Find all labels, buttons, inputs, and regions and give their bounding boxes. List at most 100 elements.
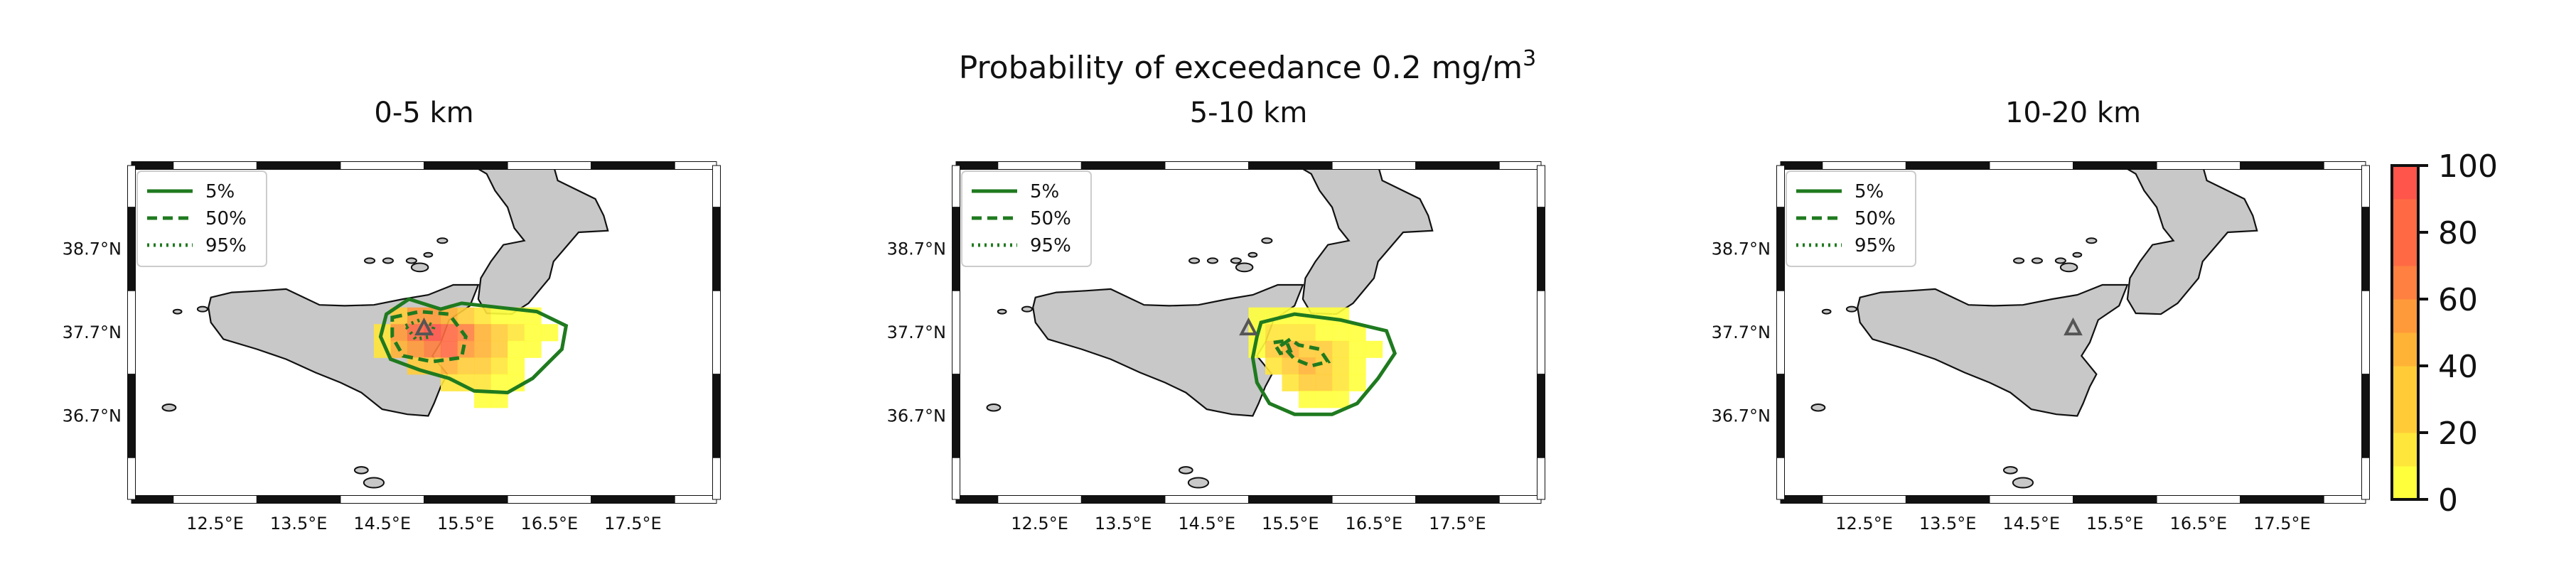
frame-segment <box>127 165 136 208</box>
heatmap-cell <box>1299 391 1316 408</box>
heatmap-cell <box>1282 357 1299 375</box>
legend-label: 50% <box>1855 208 1896 229</box>
frame-segment <box>1822 161 1906 170</box>
heatmap-cell <box>1265 324 1283 342</box>
lon-tick-label: 15.5°E <box>2086 514 2144 534</box>
heatmap-cell <box>1282 374 1299 391</box>
frame-segment <box>1780 161 1823 170</box>
colorbar-step <box>2392 166 2418 200</box>
frame-segment <box>1776 457 1785 500</box>
island <box>2072 251 2083 258</box>
frame-segment <box>952 374 960 458</box>
frame-segment <box>2323 161 2366 170</box>
frame-segment <box>2361 290 2370 375</box>
frame-segment <box>952 457 960 500</box>
lon-tick-label: 13.5°E <box>1095 514 1152 534</box>
colorbar-frame <box>2390 164 2420 501</box>
island <box>1178 466 1193 475</box>
frame-segment <box>1331 161 1417 170</box>
frame-segment <box>173 161 257 170</box>
colorbar-step <box>2392 433 2418 467</box>
heatmap-cell <box>1332 374 1350 391</box>
colorbar-tick-label: 40 <box>2438 349 2478 385</box>
heatmap-cell <box>1282 324 1299 342</box>
frame-segment <box>1248 161 1333 170</box>
island <box>364 257 376 264</box>
frame-segment <box>2361 207 2370 291</box>
frame-segment <box>2156 161 2241 170</box>
heatmap-cell <box>1299 324 1316 342</box>
frame-segment <box>2323 495 2366 504</box>
heatmap-cell <box>457 357 475 375</box>
contour-50pct <box>1279 337 1331 368</box>
contour-50pct <box>390 310 468 364</box>
lat-tick-label: 36.7°N <box>887 406 946 426</box>
legend: 5% 50% 95% <box>961 170 1092 267</box>
island <box>2086 237 2098 244</box>
heatmap-cell <box>441 324 458 342</box>
lon-tick-label: 16.5°E <box>2170 514 2228 534</box>
frame-segment <box>1164 495 1250 504</box>
legend-box <box>136 170 267 267</box>
map-panel-3: 10-20 km 12.5°E 13.5°E 14.5°E 15.5°E 16.5°E 17… <box>1712 97 2370 534</box>
lon-tick-label: 17.5°E <box>1429 514 1486 534</box>
heatmap-cell <box>490 374 508 391</box>
island <box>2059 262 2078 273</box>
island <box>382 257 394 264</box>
heatmap-cell <box>1348 357 1366 375</box>
island <box>986 404 1002 412</box>
island <box>2013 257 2025 264</box>
lon-tick-label: 14.5°E <box>353 514 411 534</box>
lon-tick-label: 16.5°E <box>1346 514 1403 534</box>
lon-tick-label: 12.5°E <box>1835 514 1893 534</box>
island <box>1845 305 1857 313</box>
lon-tick-label: 12.5°E <box>186 514 244 534</box>
island <box>436 237 449 244</box>
lon-tick-label: 17.5°E <box>604 514 662 534</box>
frame-segment <box>1776 207 1785 291</box>
frame-segment <box>1537 290 1545 375</box>
island <box>997 308 1007 315</box>
frame-segment <box>952 290 960 375</box>
heatmap-cell <box>524 340 542 358</box>
lon-tick-label: 15.5°E <box>437 514 495 534</box>
legend: 5% 50% 95% <box>136 170 267 267</box>
frame-segment <box>952 207 960 291</box>
frame-segment <box>674 495 717 504</box>
lat-tick-label: 36.7°N <box>1712 406 1771 426</box>
legend-label: 95% <box>1030 235 1071 256</box>
frame-segment <box>256 495 341 504</box>
legend-label: 5% <box>1030 181 1059 202</box>
lon-tick-label: 13.5°E <box>1919 514 1977 534</box>
panel-title: 5-10 km <box>1190 97 1308 129</box>
legend-box <box>961 170 1092 267</box>
legend: 5% 50% 95% <box>1786 170 1916 267</box>
frame-segment <box>2073 161 2157 170</box>
frame-segment <box>955 495 999 504</box>
legend-label: 95% <box>1855 235 1896 256</box>
frame-segment <box>127 207 136 291</box>
island <box>172 308 183 315</box>
island <box>405 257 417 264</box>
frame-segment <box>1537 165 1545 208</box>
frame-segment <box>1080 495 1166 504</box>
frame-segment <box>997 495 1082 504</box>
lon-tick-label: 14.5°E <box>2002 514 2060 534</box>
lon-tick-label: 13.5°E <box>270 514 328 534</box>
panel-title: 0-5 km <box>374 97 473 129</box>
frame-segment <box>712 207 721 291</box>
contour-95pct <box>402 318 436 342</box>
frame-segment <box>1822 495 1906 504</box>
legend-label: 5% <box>1855 181 1884 202</box>
legend-box <box>1786 170 1916 267</box>
heatmap-cell <box>1315 324 1333 342</box>
heatmap-cell <box>1348 374 1366 391</box>
contour-5pct <box>1250 312 1397 416</box>
colorbar-step <box>2392 199 2418 233</box>
frame-segment <box>1905 161 1990 170</box>
frame-segment <box>1989 495 2073 504</box>
lon-tick-label: 14.5°E <box>1178 514 1235 534</box>
frame-segment <box>1905 495 1990 504</box>
heatmap-cell <box>407 340 425 358</box>
frame-segment <box>1415 495 1500 504</box>
